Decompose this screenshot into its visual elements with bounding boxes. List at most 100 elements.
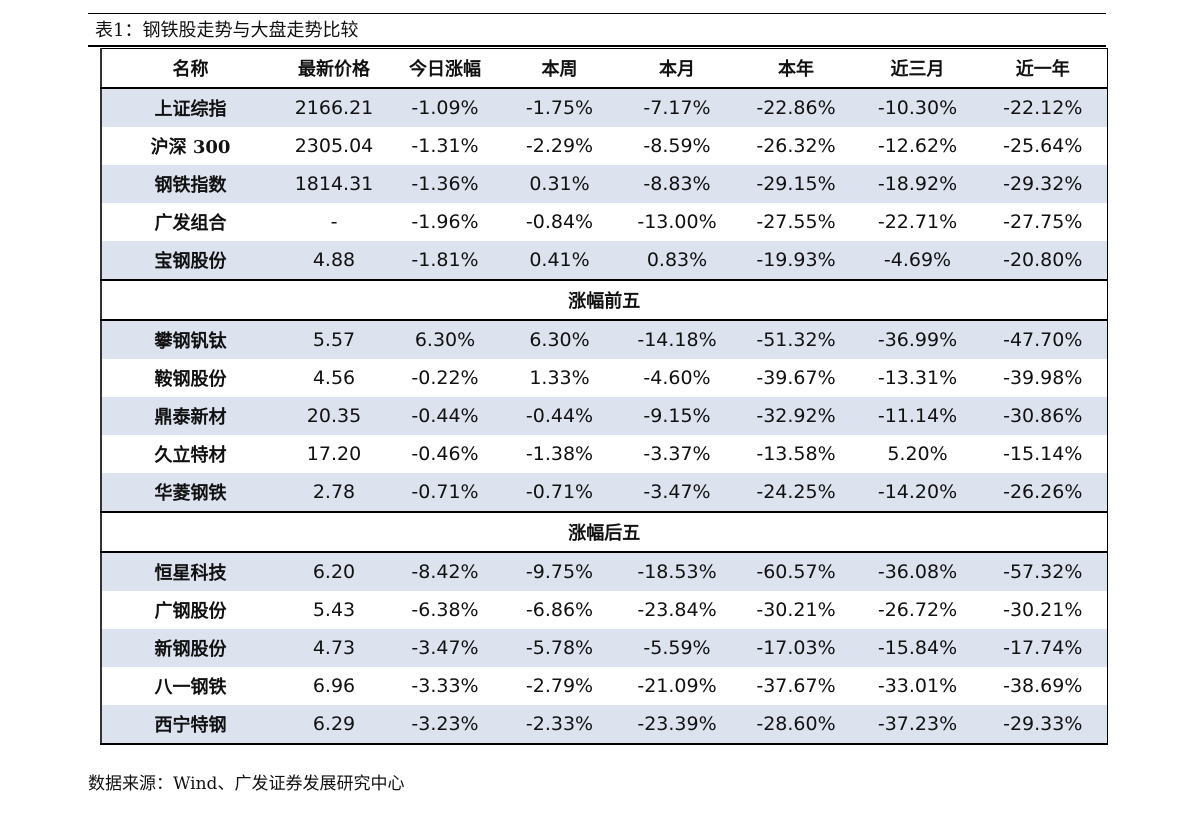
table-row: 西宁特钢 6.29 -3.23% -2.33% -23.39% -28.60% -37.23…: [101, 705, 1107, 744]
column-header: 本月: [618, 48, 736, 89]
cell: -0.44%: [501, 397, 618, 435]
cell: -7.17%: [618, 88, 736, 127]
table-row: 恒星科技 6.20 -8.42% -9.75% -18.53% -60.57% -36.08…: [101, 552, 1107, 591]
column-header: 名称: [101, 48, 279, 89]
row-name: 攀钢钒钛: [101, 320, 279, 359]
cell: 4.88: [279, 241, 389, 280]
column-header: 最新价格: [279, 48, 389, 89]
cell: 0.41%: [501, 241, 618, 280]
cell: -18.53%: [618, 552, 736, 591]
cell: 4.56: [312, 367, 356, 389]
cell: -39.67%: [756, 367, 836, 389]
column-header: 本周: [501, 48, 618, 89]
cell: -13.31%: [877, 367, 958, 389]
table-row: 广钢股份 5.43 -6.38% -6.86% -23.84% -30.21% -26.72…: [101, 591, 1107, 629]
cell: -25.64%: [1003, 135, 1083, 157]
cell: 4.73: [279, 629, 389, 667]
cell: -4.60%: [643, 367, 711, 389]
cell: -47.70%: [979, 320, 1107, 359]
rule: [88, 13, 1106, 14]
cell: -22.71%: [877, 211, 958, 233]
row-name: 华菱钢铁: [101, 473, 279, 512]
cell: -8.83%: [618, 165, 736, 203]
cell: -23.84%: [637, 599, 717, 621]
cell: 1.33%: [529, 367, 590, 389]
cell: -38.69%: [1003, 675, 1083, 697]
cell: 1814.31: [279, 165, 389, 203]
cell: -27.75%: [1003, 211, 1083, 233]
column-header: 本年: [736, 48, 856, 89]
table-row: 上证综指 2166.21 -1.09% -1.75% -7.17% -22.86% -10.…: [101, 88, 1107, 127]
row-name: 上证综指: [101, 88, 279, 127]
cell: -3.33%: [411, 675, 479, 697]
cell: -13.00%: [637, 211, 717, 233]
cell: 6.30%: [389, 320, 501, 359]
cell: -3.23%: [389, 705, 501, 744]
cell: 2305.04: [294, 135, 374, 157]
cell: 0.83%: [618, 241, 736, 280]
row-name: 八一钢铁: [154, 677, 227, 698]
cell: -0.46%: [411, 443, 479, 465]
cell: -20.80%: [979, 241, 1107, 280]
cell: -39.98%: [1003, 367, 1083, 389]
row-name: 广钢股份: [154, 601, 227, 622]
cell: -29.33%: [979, 705, 1107, 744]
header-row: 名称 最新价格 今日涨幅 本周 本月 本年 近三月 近一年: [101, 48, 1107, 89]
cell: -15.14%: [1003, 443, 1083, 465]
cell: -29.32%: [979, 165, 1107, 203]
cell: -17.03%: [736, 629, 856, 667]
cell: -5.59%: [618, 629, 736, 667]
cell: 6.29: [279, 705, 389, 744]
cell: -26.72%: [877, 599, 958, 621]
row-name: 沪深 300: [150, 137, 231, 158]
cell: -33.01%: [877, 675, 958, 697]
cell: -27.55%: [756, 211, 836, 233]
cell: -32.92%: [736, 397, 856, 435]
table-row: 久立特材 17.20 -0.46% -1.38% -3.37% -13.58% 5.20% -…: [101, 435, 1107, 473]
table-row: 钢铁指数 1814.31 -1.36% 0.31% -8.83% -29.15% -18.9…: [101, 165, 1107, 203]
source-note: 数据来源：Wind、广发证券发展研究中心: [88, 774, 405, 794]
table-row: 鞍钢股份 4.56 -0.22% 1.33% -4.60% -39.67% -13.31% -…: [101, 359, 1107, 397]
cell: 5.20%: [887, 443, 948, 465]
cell: 5.43: [312, 599, 356, 621]
cell: -26.26%: [979, 473, 1107, 512]
section-label: 涨幅后五: [101, 511, 1107, 553]
cell: -60.57%: [736, 552, 856, 591]
cell: -30.21%: [756, 599, 836, 621]
cell: -37.23%: [856, 705, 979, 744]
cell: 6.20: [279, 552, 389, 591]
cell: -23.39%: [618, 705, 736, 744]
cell: -3.47%: [618, 473, 736, 512]
cell: 5.57: [279, 320, 389, 359]
section-label: 涨幅前五: [101, 279, 1107, 321]
cell: -51.32%: [736, 320, 856, 359]
cell: -19.93%: [736, 241, 856, 280]
table-title: 表1：钢铁股走势与大盘走势比较: [95, 20, 359, 41]
cell: -0.22%: [411, 367, 479, 389]
cell: -36.08%: [856, 552, 979, 591]
cell: -22.86%: [736, 88, 856, 127]
cell: -13.58%: [756, 443, 836, 465]
cell: 6.96: [312, 675, 356, 697]
cell: -0.44%: [389, 397, 501, 435]
cell: -30.86%: [979, 397, 1107, 435]
cell: -26.32%: [756, 135, 836, 157]
cell: -15.84%: [856, 629, 979, 667]
cell: -2.33%: [501, 705, 618, 744]
row-name: 广发组合: [154, 213, 227, 234]
cell: -18.92%: [856, 165, 979, 203]
cell: -1.81%: [389, 241, 501, 280]
column-header: 今日涨幅: [389, 48, 501, 89]
table-row: 沪深 300 2305.04 -1.31% -2.29% -8.59% -26.32% -1…: [101, 127, 1107, 165]
cell: -5.78%: [501, 629, 618, 667]
cell: -0.84%: [525, 211, 594, 233]
row-name: 恒星科技: [101, 552, 279, 591]
cell: -14.18%: [618, 320, 736, 359]
cell: -57.32%: [979, 552, 1107, 591]
cell: -24.25%: [736, 473, 856, 512]
row-name: 西宁特钢: [101, 705, 279, 744]
cell: -: [330, 211, 338, 233]
section-row: 涨幅后五: [101, 511, 1107, 553]
row-name: 久立特材: [154, 445, 227, 466]
